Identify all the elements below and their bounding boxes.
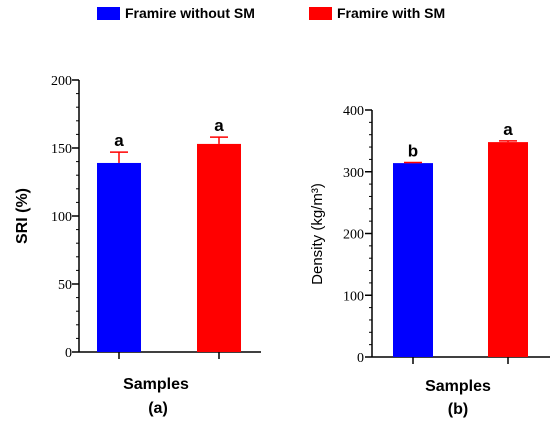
y-tick-label: 0 bbox=[65, 346, 72, 361]
y-axis-title: Density (kg/m³) bbox=[309, 183, 326, 285]
bar bbox=[197, 143, 241, 352]
y-tick-label: 200 bbox=[343, 228, 364, 243]
y-tick-label: 400 bbox=[343, 104, 364, 119]
significance-label: a bbox=[214, 116, 224, 135]
panel-a-marks: 0 50 100 150 200 a a bbox=[51, 74, 241, 361]
bar bbox=[97, 162, 141, 352]
y-tick-label: 50 bbox=[58, 278, 72, 293]
panel-label: (a) bbox=[148, 400, 168, 417]
y-tick-label: 150 bbox=[51, 142, 72, 157]
significance-label: a bbox=[114, 131, 124, 150]
legend-label-with: Framire with SM bbox=[337, 5, 445, 21]
panel-b-marks: 0 100 200 300 400 b a bbox=[343, 104, 528, 366]
legend-swatch-with bbox=[309, 7, 332, 20]
legend-label-without: Framire without SM bbox=[125, 5, 255, 21]
bar bbox=[393, 163, 433, 357]
panel-a: 0 50 100 150 200 a a SRI (%) Samples (a) bbox=[14, 74, 261, 417]
significance-label: a bbox=[503, 120, 513, 139]
x-axis-title: Samples bbox=[123, 376, 189, 393]
legend-swatch-without bbox=[97, 7, 120, 20]
y-tick-label: 200 bbox=[51, 74, 72, 89]
y-tick-label: 300 bbox=[343, 166, 364, 181]
significance-label: b bbox=[408, 141, 418, 160]
y-tick-label: 0 bbox=[357, 351, 364, 366]
bar bbox=[488, 142, 528, 357]
panel-label: (b) bbox=[448, 401, 468, 418]
y-tick-label: 100 bbox=[343, 289, 364, 304]
legend: Framire without SM Framire with SM bbox=[97, 5, 445, 21]
y-axis-title: SRI (%) bbox=[14, 188, 31, 244]
x-axis-title: Samples bbox=[425, 378, 491, 395]
y-tick-label: 100 bbox=[51, 210, 72, 225]
